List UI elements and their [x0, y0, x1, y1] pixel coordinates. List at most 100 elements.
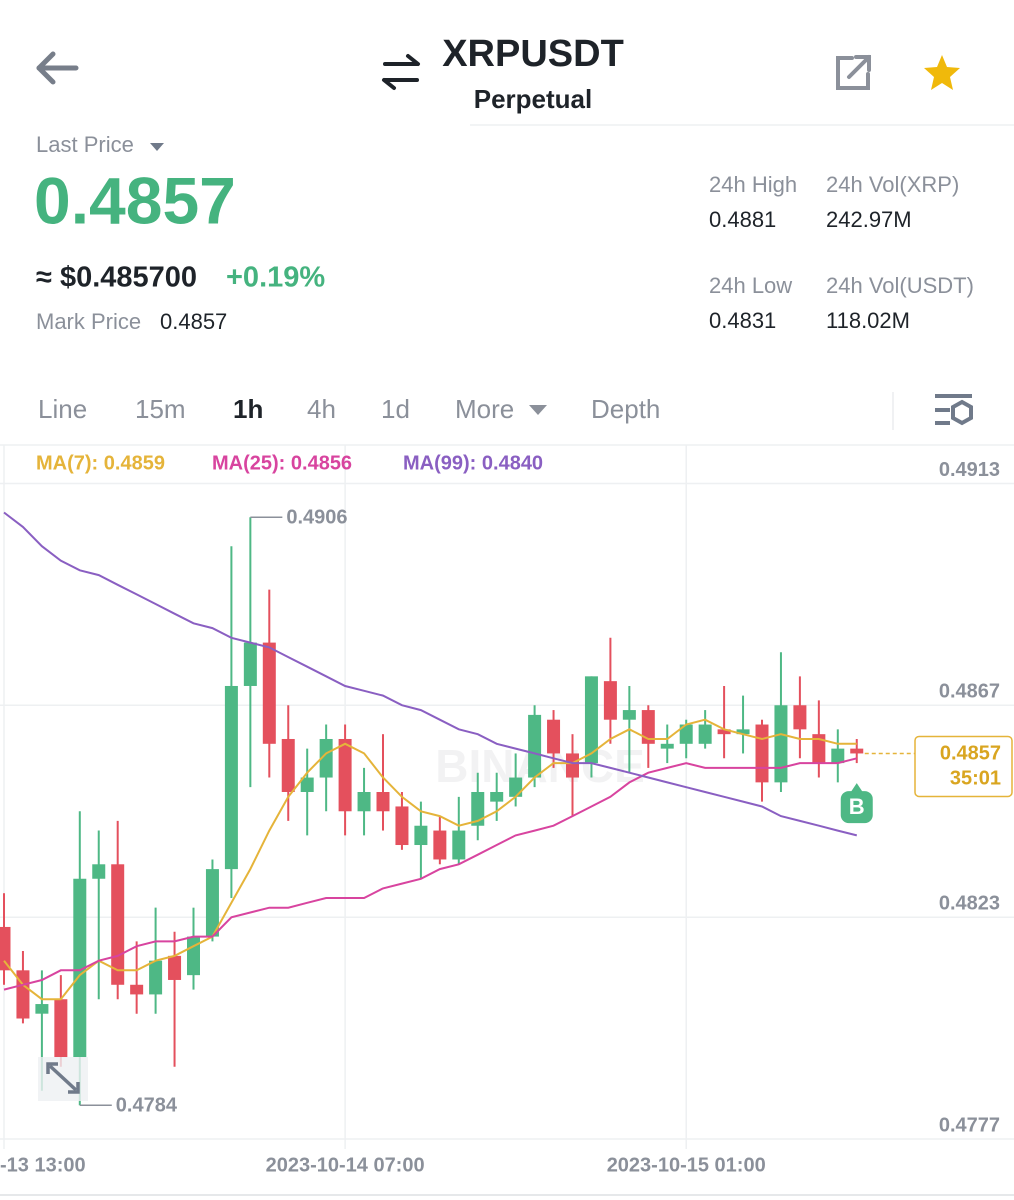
candle-body — [168, 955, 182, 980]
tab[interactable]: Line — [38, 394, 87, 424]
candle-body — [679, 724, 693, 744]
candle-body — [603, 681, 617, 720]
candle-body — [490, 792, 504, 802]
contract-type: Perpetual — [474, 84, 593, 114]
last-price-label[interactable]: Last Price — [36, 132, 134, 157]
candle-body — [262, 642, 276, 744]
mark-price-label: Mark Price — [36, 309, 141, 334]
candle-body — [0, 926, 11, 971]
tab[interactable]: 15m — [135, 394, 186, 424]
candle-body — [660, 743, 674, 749]
candle-body — [300, 777, 314, 792]
candle-body — [205, 869, 219, 937]
countdown: 35:01 — [950, 768, 1001, 790]
candle-body — [376, 792, 390, 812]
x-tick-label: 2023-10-14 07:00 — [266, 1154, 425, 1176]
candle-body — [774, 705, 788, 783]
candle-body — [717, 729, 731, 735]
candle-body — [509, 777, 523, 797]
candle-body — [281, 738, 295, 792]
back-button[interactable] — [36, 51, 79, 85]
legend-entry: MA(7): 0.4859 — [36, 452, 165, 474]
stats: 24h High 0.4881 24h Vol(XRP) 242.97M 24h Low… — [709, 172, 974, 333]
approx-price: ≈ $0.485700 — [36, 262, 197, 294]
x-tick-label: 2023-10-15 01:00 — [607, 1154, 766, 1176]
mark-price: 0.4857 — [160, 309, 227, 334]
legend-entry: MA(25): 0.4856 — [212, 452, 352, 474]
chart-settings[interactable] — [935, 394, 973, 426]
candle-body — [452, 830, 466, 860]
candle-body — [850, 748, 864, 754]
ma-line — [3, 757, 858, 991]
candle-body — [243, 642, 257, 686]
last-price: 0.4857 — [34, 163, 236, 237]
tab[interactable]: More — [455, 394, 514, 424]
y-tick-label: 0.4913 — [939, 459, 1000, 481]
candle-body — [641, 710, 655, 744]
stat-label: 24h Vol(USDT) — [826, 273, 974, 298]
candle-body — [130, 984, 144, 995]
legend-entry: MA(99): 0.4840 — [403, 452, 543, 474]
candle-body — [471, 792, 485, 826]
trade-marker-label[interactable]: B — [849, 794, 865, 819]
candle-body — [698, 724, 712, 744]
candle-body — [149, 960, 163, 995]
interval-tabs: Line 15m 1h 4h 1d More Depth — [38, 394, 660, 424]
stat-label: 24h High — [709, 172, 797, 197]
x-tick-label: -13 13:00 — [0, 1154, 86, 1176]
candle-body — [16, 970, 30, 1019]
candle-body — [92, 864, 106, 879]
candle-body — [111, 864, 125, 985]
last-price-value: 0.4857 — [940, 743, 1001, 765]
stat-label: 24h Vol(XRP) — [826, 172, 959, 197]
extreme-label: 0.4906 — [286, 507, 347, 529]
trade-marker[interactable] — [840, 791, 873, 824]
stat-value: 242.97M — [826, 207, 912, 232]
ma-line — [3, 511, 858, 837]
candle-body — [395, 806, 409, 846]
candle-body — [357, 792, 371, 812]
candle-body — [187, 936, 200, 976]
candle-body — [622, 710, 636, 720]
zoom-handle[interactable] — [38, 1057, 88, 1101]
candle-body — [433, 830, 447, 860]
symbol-title[interactable]: XRPUSDT — [442, 33, 624, 75]
candle-body — [793, 705, 807, 730]
candle-body — [35, 1004, 49, 1014]
favorite-star[interactable] — [924, 55, 960, 90]
candle-body — [338, 738, 352, 812]
tab[interactable]: 1d — [381, 394, 410, 424]
swap-icon[interactable] — [382, 54, 420, 90]
candle-body — [566, 753, 579, 778]
y-tick-label: 0.4777 — [939, 1114, 1000, 1136]
candle-body — [547, 719, 561, 754]
candle-body — [319, 738, 333, 778]
more-arrow[interactable] — [529, 405, 547, 415]
candle-body — [224, 685, 238, 870]
tab[interactable]: Depth — [591, 394, 660, 424]
candle-body — [755, 724, 769, 783]
tab[interactable]: 4h — [307, 394, 336, 424]
candle-body — [54, 999, 68, 1058]
share-icon[interactable] — [836, 55, 871, 90]
candle-body — [584, 676, 598, 764]
ma-line — [3, 718, 857, 1001]
candle-body — [736, 729, 750, 735]
candle-body — [831, 748, 845, 764]
stat-value: 0.4881 — [709, 207, 776, 232]
candle-body — [528, 714, 542, 778]
extreme-label: 0.4784 — [116, 1095, 178, 1117]
tab-active[interactable]: 1h — [233, 394, 263, 424]
stat-label: 24h Low — [709, 273, 792, 298]
candle-body — [73, 878, 87, 1058]
price-change: +0.19% — [226, 262, 325, 294]
y-tick-label: 0.4823 — [939, 893, 1000, 915]
last-price-tag — [914, 735, 1013, 798]
trade-marker-pointer[interactable] — [850, 783, 863, 793]
candle-body — [414, 825, 428, 846]
dropdown-arrow[interactable] — [150, 143, 164, 151]
stat-value: 0.4831 — [709, 308, 776, 333]
